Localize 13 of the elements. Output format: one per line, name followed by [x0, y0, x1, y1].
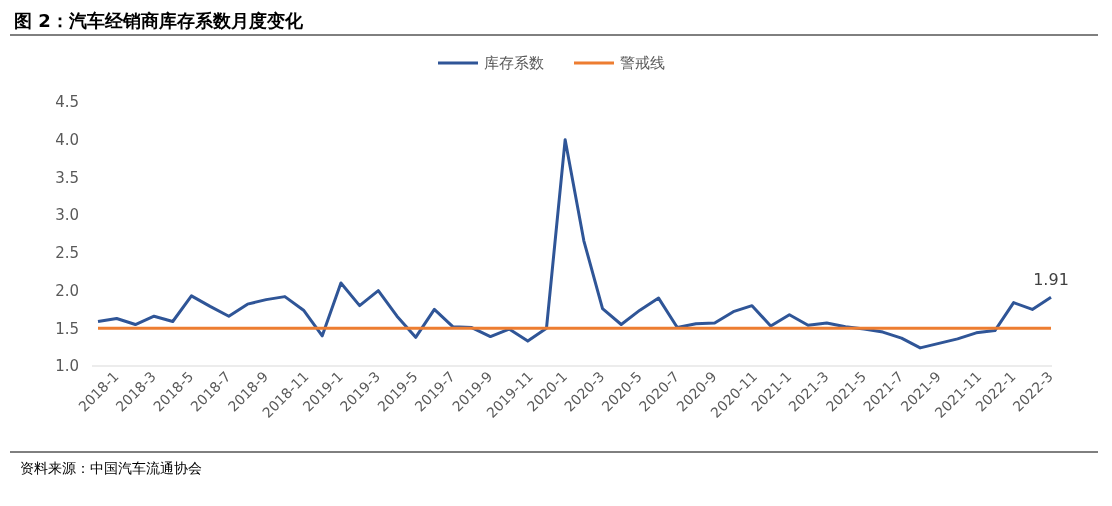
y-tick-label: 3.0: [55, 206, 79, 225]
y-tick-label: 4.0: [55, 131, 79, 150]
chart-title: 图 2：汽车经销商库存系数月度变化: [14, 10, 304, 31]
y-tick-label: 2.0: [55, 281, 79, 300]
y-tick-label: 3.5: [55, 168, 79, 187]
legend-label: 库存系数: [484, 54, 544, 72]
y-tick-label: 4.5: [55, 93, 79, 112]
text: 资料来源：中国汽车流通协会: [20, 460, 202, 476]
legend-label: 警戒线: [620, 54, 665, 72]
y-tick-label: 1.5: [55, 319, 79, 338]
y-tick-label: 2.5: [55, 244, 79, 263]
data-label: 1.91: [1033, 270, 1069, 290]
y-tick-label: 1.0: [55, 357, 79, 376]
